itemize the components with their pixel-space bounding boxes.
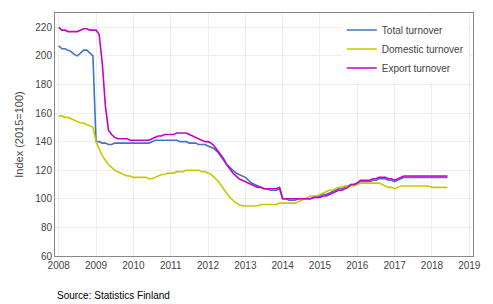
svg-text:2008: 2008 (48, 260, 71, 271)
svg-text:2017: 2017 (384, 260, 407, 271)
svg-text:100: 100 (35, 193, 52, 204)
svg-text:2016: 2016 (346, 260, 369, 271)
svg-text:120: 120 (35, 165, 52, 176)
svg-text:180: 180 (35, 79, 52, 90)
svg-text:2013: 2013 (234, 260, 257, 271)
svg-text:2015: 2015 (309, 260, 332, 271)
svg-text:Export turnover: Export turnover (382, 63, 451, 74)
svg-text:60: 60 (41, 251, 53, 262)
svg-text:2011: 2011 (160, 260, 182, 271)
svg-text:2012: 2012 (197, 260, 220, 271)
svg-text:2019: 2019 (458, 260, 481, 271)
svg-text:2018: 2018 (421, 260, 444, 271)
svg-text:Source: Statistics Finland: Source: Statistics Finland (57, 290, 170, 301)
svg-text:160: 160 (35, 108, 52, 119)
svg-text:2009: 2009 (85, 260, 108, 271)
svg-text:Index (2015=100): Index (2015=100) (13, 91, 25, 178)
svg-text:2014: 2014 (272, 260, 295, 271)
svg-text:Total turnover: Total turnover (382, 25, 443, 36)
svg-text:140: 140 (35, 136, 52, 147)
svg-text:2010: 2010 (122, 260, 145, 271)
svg-text:Domestic turnover: Domestic turnover (382, 44, 464, 55)
svg-text:220: 220 (35, 22, 52, 33)
svg-text:80: 80 (41, 222, 53, 233)
svg-text:200: 200 (35, 50, 52, 61)
